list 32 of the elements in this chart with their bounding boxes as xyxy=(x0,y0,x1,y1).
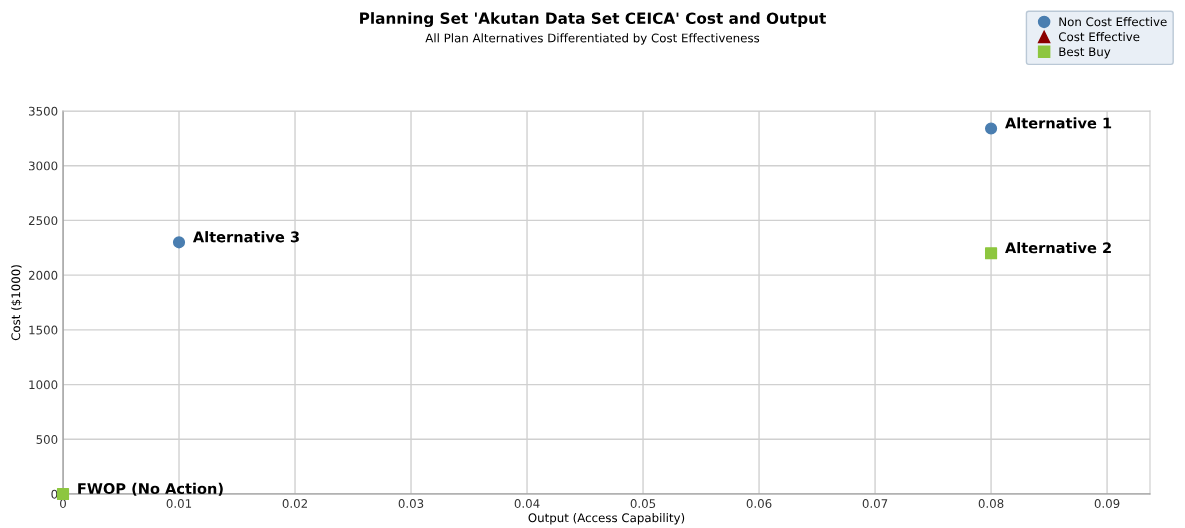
annotation: Alternative 2 xyxy=(1005,242,1111,254)
y-tick-label: 2500 xyxy=(28,216,58,226)
chart-title: Planning Set 'Akutan Data Set CEICA' Cost and Output xyxy=(360,12,826,28)
x-axis-title: Output (Access Capability) xyxy=(528,513,685,525)
y-tick-label: 0 xyxy=(51,489,58,499)
y-axis-title: Cost ($1000) xyxy=(11,265,22,341)
legend-label: Non Cost Effective xyxy=(1059,17,1167,27)
y-tick-label: 3500 xyxy=(28,106,58,116)
point xyxy=(56,487,70,501)
x-tick-label: 0.06 xyxy=(746,499,772,508)
x-tick-label: 0.07 xyxy=(862,499,888,508)
annotation: Alternative 3 xyxy=(192,231,299,243)
legend-label: Cost Effective xyxy=(1058,32,1140,42)
point xyxy=(984,122,998,135)
x-tick-label: 0.02 xyxy=(282,499,307,508)
x-tick-label: 0.04 xyxy=(514,499,540,508)
chart-subtitle: All Plan Alternatives Differentiated by Cost Effectiveness xyxy=(425,33,760,45)
x-tick-label: 0.01 xyxy=(166,499,192,508)
y-tick-label: 1000 xyxy=(29,380,58,390)
y-tick-label: 3000 xyxy=(28,161,58,171)
point xyxy=(984,247,998,260)
annotation: Alternative 1 xyxy=(1005,117,1112,129)
y-tick-label: 1500 xyxy=(29,325,58,335)
y-tick-label: 2000 xyxy=(28,270,58,280)
x-tick-label: 0.09 xyxy=(1094,499,1120,508)
x-tick-label: 0.05 xyxy=(630,499,656,508)
y-tick-label: 500 xyxy=(36,435,58,444)
annotation: FWOP (No Action) xyxy=(78,482,223,496)
x-tick-label: 0.08 xyxy=(978,499,1004,508)
legend-label: Best Buy xyxy=(1059,47,1111,59)
point xyxy=(172,236,186,249)
x-tick-label: 0.03 xyxy=(398,499,424,508)
